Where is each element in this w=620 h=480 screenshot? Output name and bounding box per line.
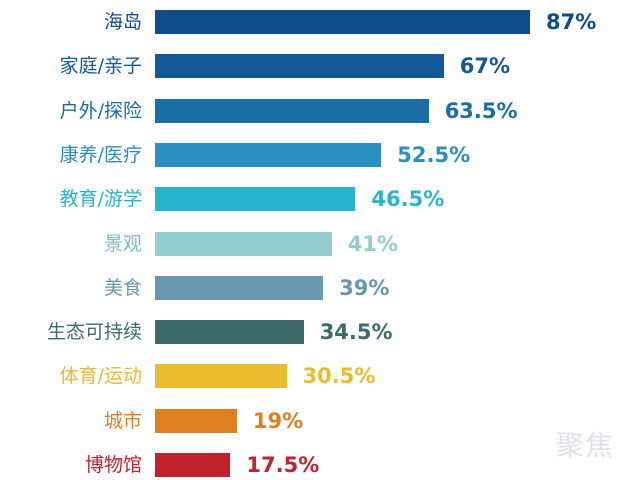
value-label: 46.5% — [371, 187, 445, 211]
category-label: 体育/运动 — [59, 365, 142, 387]
value-label: 63.5% — [444, 99, 518, 123]
value-label: 19% — [252, 409, 304, 433]
watermark: 聚焦 — [555, 429, 614, 462]
bar — [155, 143, 382, 167]
bar — [155, 409, 237, 433]
value-label: 17.5% — [246, 453, 320, 477]
bar — [155, 10, 530, 34]
value-label: 87% — [546, 10, 597, 34]
category-label: 家庭/亲子 — [59, 55, 142, 77]
bar — [155, 232, 332, 256]
category-label: 城市 — [103, 410, 142, 432]
value-label: 39% — [339, 276, 390, 300]
value-label: 34.5% — [319, 320, 393, 344]
value-label: 30.5% — [302, 364, 376, 388]
value-label: 67% — [459, 54, 511, 78]
bar — [155, 320, 304, 344]
category-label: 博物馆 — [84, 454, 142, 476]
category-label: 教育/游学 — [59, 188, 142, 210]
bar — [155, 364, 287, 388]
category-label: 生态可持续 — [46, 321, 142, 343]
value-label: 41% — [347, 232, 398, 256]
category-label: 康养/医疗 — [59, 144, 142, 166]
bar — [155, 453, 231, 477]
bar — [155, 187, 356, 211]
category-label: 景观 — [103, 233, 142, 255]
bar — [155, 99, 429, 123]
category-label: 户外/探险 — [59, 100, 142, 122]
category-label: 海岛 — [103, 11, 142, 33]
bar — [155, 276, 324, 300]
category-label: 美食 — [103, 277, 142, 299]
value-label: 52.5% — [397, 143, 471, 167]
bar — [155, 54, 444, 78]
